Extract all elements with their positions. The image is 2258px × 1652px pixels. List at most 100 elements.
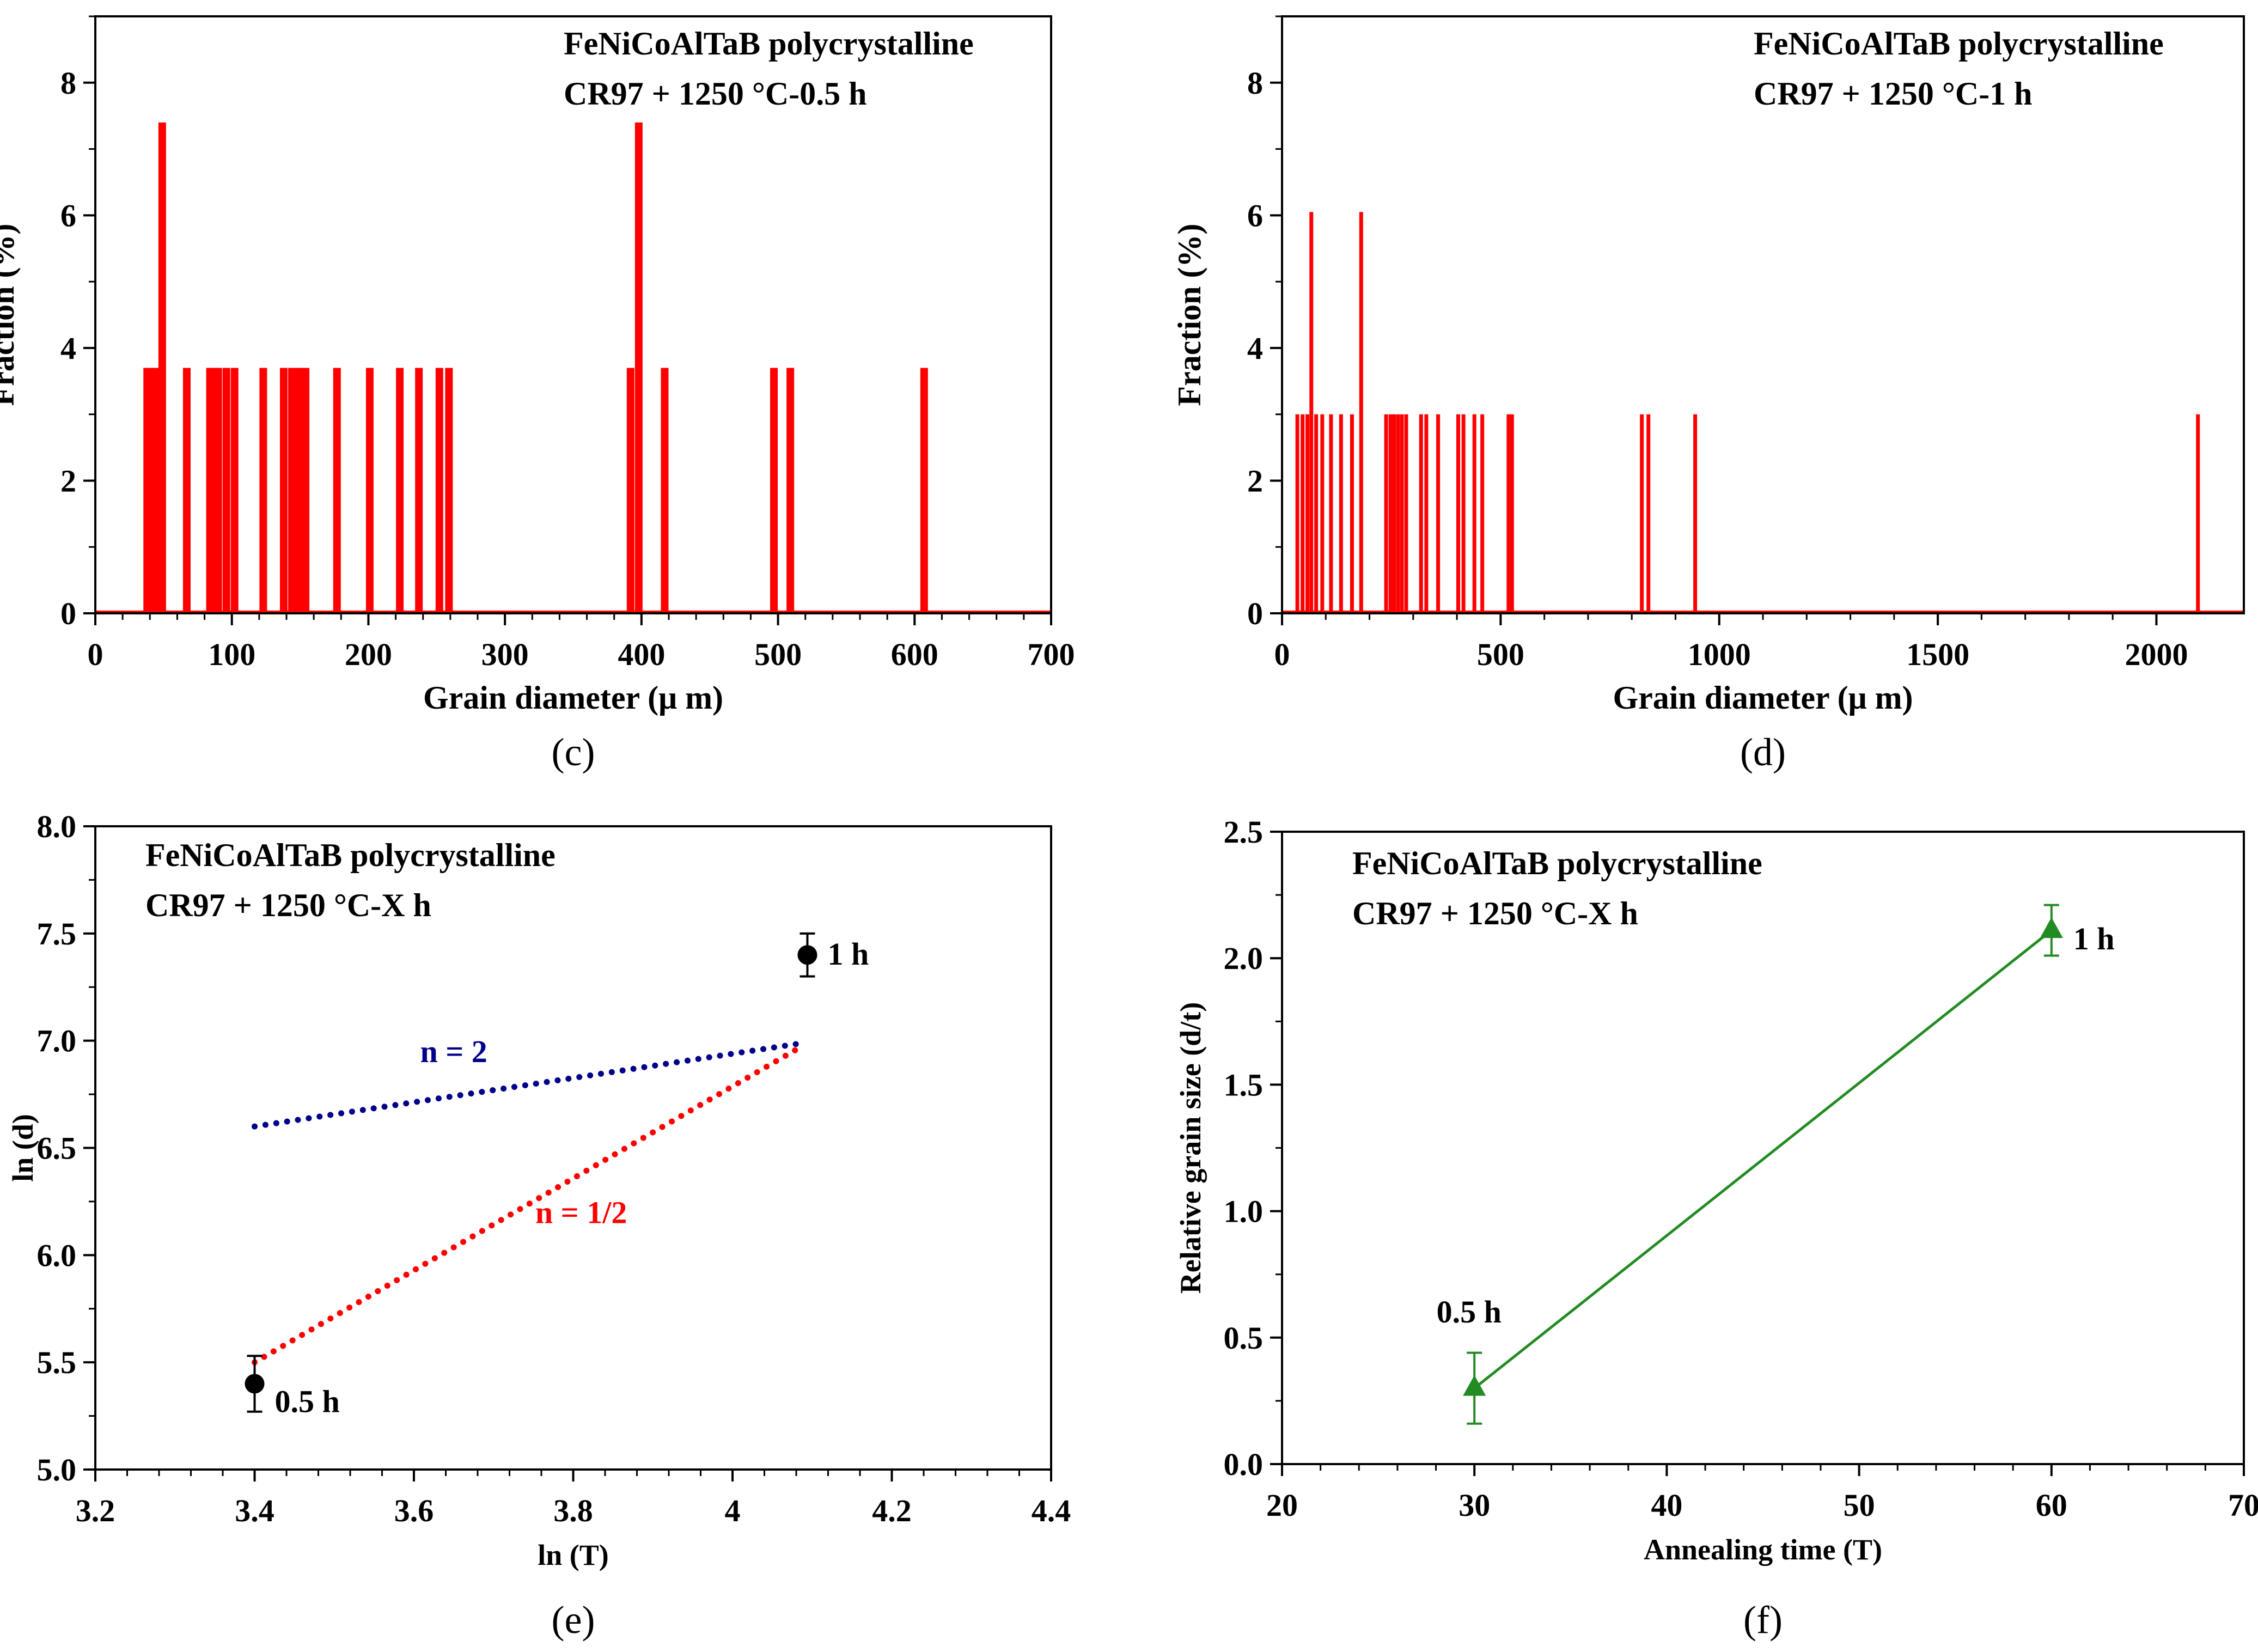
y-tick-label: 1.0	[1224, 1194, 1264, 1229]
y-tick-label: 8.0	[37, 809, 77, 844]
y-tick-label: 7.0	[37, 1023, 77, 1059]
histogram-bar	[770, 368, 778, 613]
annotation-line: FeNiCoAlTaB polycrystalline	[564, 26, 974, 62]
histogram-bar	[1693, 414, 1698, 613]
histogram-bar	[445, 368, 453, 613]
panel-d-annotation: FeNiCoAlTaB polycrystalline CR97 + 1250 °…	[1754, 26, 2164, 112]
histogram-bar	[1456, 414, 1460, 613]
histogram-bar	[1305, 414, 1310, 613]
panel-d-x-axis-title: Grain diameter (μ m)	[1613, 680, 1913, 716]
y-tick-label: 6.5	[37, 1131, 77, 1166]
x-tick-label: 4.2	[872, 1493, 912, 1528]
panel-d-bars	[1282, 212, 2244, 613]
panel-f-y-ticks: 0.0 0.5 1.0 1.5 2.0 2.5	[1224, 814, 1282, 1482]
histogram-bar	[1301, 414, 1305, 613]
y-tick-label: 6	[60, 198, 76, 233]
histogram-bar	[1384, 414, 1388, 613]
histogram-bar	[1309, 212, 1314, 613]
histogram-bar	[1339, 414, 1343, 613]
y-tick-label: 0	[1247, 596, 1263, 631]
histogram-bar	[1392, 414, 1396, 613]
point-label: 0.5 h	[275, 1384, 340, 1419]
panel-f-label: (f)	[1743, 1598, 1783, 1642]
histogram-bar	[182, 368, 191, 613]
y-tick-label: 2.0	[1224, 941, 1264, 976]
y-tick-label: 8	[1247, 65, 1263, 101]
histogram-bar	[786, 368, 795, 613]
panel-d-label: (d)	[1740, 730, 1786, 774]
x-tick-label: 60	[2036, 1488, 2067, 1523]
histogram-bar	[661, 368, 669, 613]
histogram-bar	[1295, 414, 1299, 613]
histogram-bar	[259, 368, 267, 613]
y-tick-label: 8	[60, 65, 76, 101]
panel-c-x-ticks: 0 100 200 300 400 500 600 700	[88, 613, 1075, 672]
histogram-bar	[302, 368, 310, 613]
y-tick-label: 6.0	[37, 1238, 77, 1273]
histogram-bar	[626, 368, 634, 613]
panel-d-x-ticks: 0 500 1000 1500 2000	[1274, 613, 2188, 672]
panel-d-histogram: 0 500 1000 1500 2000 0 2 4 6 8 FeNiCoAlTaB polyc…	[1171, 15, 2245, 774]
point-label: 1 h	[2073, 921, 2115, 956]
y-tick-label: 0.5	[1224, 1320, 1264, 1356]
x-tick-label: 1500	[1906, 637, 1969, 672]
x-tick-label: 500	[1477, 637, 1524, 672]
panel-c-plot-border	[94, 15, 1052, 614]
x-tick-label: 0	[1274, 637, 1290, 672]
x-tick-label: 50	[1844, 1488, 1875, 1523]
panel-c-histogram: 0 100 200 300 400 500 600 700 0 2 4 6 8 FeNiCoAlTaB…	[0, 15, 1075, 774]
histogram-bar	[920, 368, 928, 613]
panel-e-fit-lines: n = 2 n = 1/2	[252, 1034, 808, 1366]
x-tick-label: 600	[891, 637, 938, 672]
histogram-bar	[1404, 414, 1408, 613]
annotation-line: CR97 + 1250 °C-X h	[1352, 895, 1638, 931]
panel-d-y-ticks: 0 2 4 6 8	[1247, 15, 1282, 631]
histogram-bar	[288, 368, 296, 613]
panel-c-annotation: FeNiCoAlTaB polycrystalline CR97 + 1250 °…	[564, 26, 974, 112]
x-tick-label: 400	[618, 637, 665, 672]
annotation-line: FeNiCoAlTaB polycrystalline	[1352, 845, 1762, 881]
panel-f-series: 0.5 h 1 h	[1437, 904, 2115, 1425]
histogram-bar	[365, 368, 374, 613]
x-tick-label: 40	[1651, 1488, 1682, 1523]
data-point	[797, 945, 817, 965]
histogram-bar	[1419, 414, 1423, 613]
histogram-bar	[1461, 414, 1466, 613]
x-tick-label: 2000	[2125, 637, 2188, 672]
fit-line-label: n = 2	[420, 1034, 487, 1069]
histogram-bar	[1359, 212, 1363, 613]
y-tick-label: 4	[60, 331, 76, 366]
x-tick-label: 30	[1458, 1488, 1490, 1523]
panel-c-frame	[94, 15, 1052, 614]
x-tick-label: 3.8	[553, 1493, 593, 1528]
panel-c-x-axis-title: Grain diameter (μ m)	[423, 680, 723, 716]
histogram-bar	[1436, 414, 1441, 613]
y-tick-label: 4	[1247, 331, 1263, 366]
histogram-bar	[1400, 414, 1404, 613]
y-tick-label: 5.0	[37, 1452, 77, 1488]
panel-f-x-ticks: 20 30 40 50 60 70	[1266, 1464, 2258, 1523]
series-line	[1473, 929, 2053, 1389]
fit-line	[252, 1042, 808, 1366]
histogram-bar	[279, 368, 288, 613]
x-tick-label: 1000	[1688, 637, 1751, 672]
panel-e-x-ticks: 3.2 3.4 3.6 3.8 4 4.2 4.4	[76, 1470, 1071, 1528]
x-tick-label: 4.4	[1032, 1493, 1071, 1528]
histogram-bar	[1506, 414, 1511, 613]
panel-e-annotation: FeNiCoAlTaB polycrystalline CR97 + 1250 °…	[145, 837, 556, 923]
point-label: 1 h	[827, 936, 869, 972]
x-tick-label: 3.2	[76, 1493, 115, 1528]
panel-c-bars	[95, 122, 1051, 613]
histogram-bar	[396, 368, 404, 613]
panel-d-y-axis-title: Fraction (%)	[1171, 224, 1207, 406]
data-point	[245, 1374, 265, 1394]
y-tick-label: 5.5	[37, 1345, 77, 1380]
panel-e-y-axis-title: ln (d)	[7, 1114, 39, 1182]
histogram-bar	[1424, 414, 1429, 613]
annotation-line: CR97 + 1250 °C-X h	[145, 887, 431, 923]
panel-c-label: (c)	[552, 730, 595, 774]
x-tick-label: 20	[1266, 1488, 1298, 1523]
x-tick-label: 300	[481, 637, 529, 672]
histogram-bar	[230, 368, 239, 613]
